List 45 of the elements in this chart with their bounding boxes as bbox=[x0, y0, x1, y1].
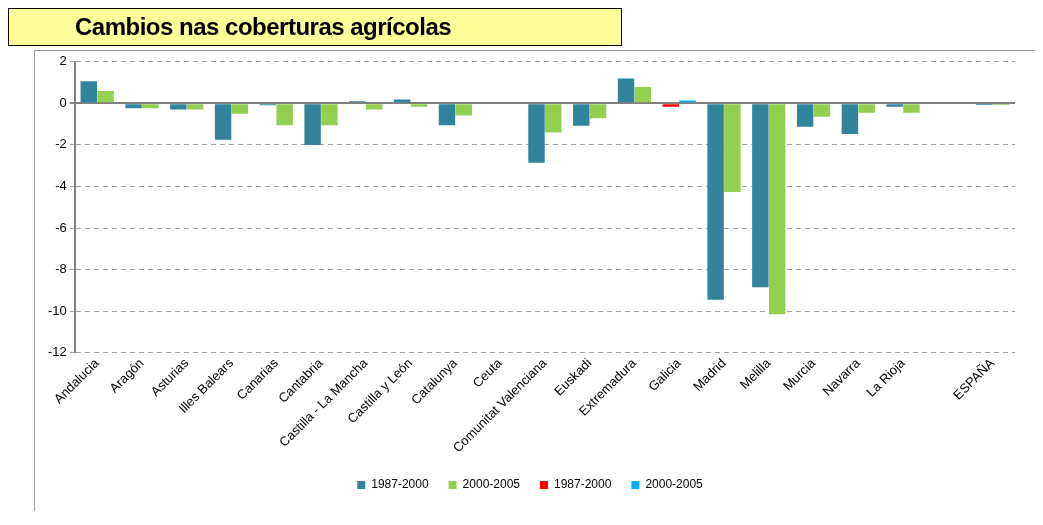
bar bbox=[886, 104, 903, 107]
bar bbox=[125, 104, 142, 109]
bar bbox=[528, 104, 545, 163]
bar bbox=[858, 104, 875, 113]
y-tick-label: -6 bbox=[55, 219, 67, 235]
bar bbox=[545, 104, 562, 133]
y-tick-label: 0 bbox=[59, 94, 67, 110]
bar bbox=[813, 104, 831, 117]
bar bbox=[617, 78, 635, 103]
y-tick-label: -12 bbox=[47, 344, 67, 360]
bar bbox=[724, 104, 741, 193]
bar bbox=[80, 81, 98, 103]
bar bbox=[170, 104, 187, 110]
legend-label: 2000-2005 bbox=[645, 477, 704, 492]
bar bbox=[321, 104, 338, 126]
legend-label: 2000-2005 bbox=[462, 477, 521, 492]
y-tick-label: -2 bbox=[55, 136, 67, 152]
bar bbox=[589, 104, 607, 119]
bar bbox=[796, 104, 814, 127]
bar bbox=[903, 104, 920, 113]
bar bbox=[142, 104, 159, 109]
bar bbox=[410, 104, 428, 107]
bar bbox=[662, 104, 680, 107]
bar bbox=[573, 104, 590, 126]
bar bbox=[841, 104, 859, 134]
y-tick-label: 2 bbox=[59, 53, 67, 69]
bar bbox=[304, 104, 321, 145]
bar bbox=[455, 104, 472, 116]
legend-label: 1987-2000 bbox=[554, 477, 612, 492]
bar bbox=[768, 104, 786, 315]
bar bbox=[97, 91, 114, 103]
y-tick-label: -10 bbox=[47, 302, 67, 318]
bar bbox=[438, 104, 456, 126]
chart-title: Cambios nas coberturas agrícolas bbox=[8, 8, 623, 46]
legend-label: 1987-2000 bbox=[371, 477, 429, 492]
bar bbox=[276, 104, 293, 126]
bar bbox=[634, 86, 652, 103]
bar bbox=[186, 104, 204, 110]
bar bbox=[214, 104, 232, 140]
bar bbox=[707, 104, 724, 300]
bar bbox=[365, 104, 383, 110]
bar bbox=[752, 104, 769, 288]
y-tick-label: -8 bbox=[55, 261, 67, 277]
bar bbox=[231, 104, 249, 114]
y-tick-label: -4 bbox=[55, 178, 67, 194]
